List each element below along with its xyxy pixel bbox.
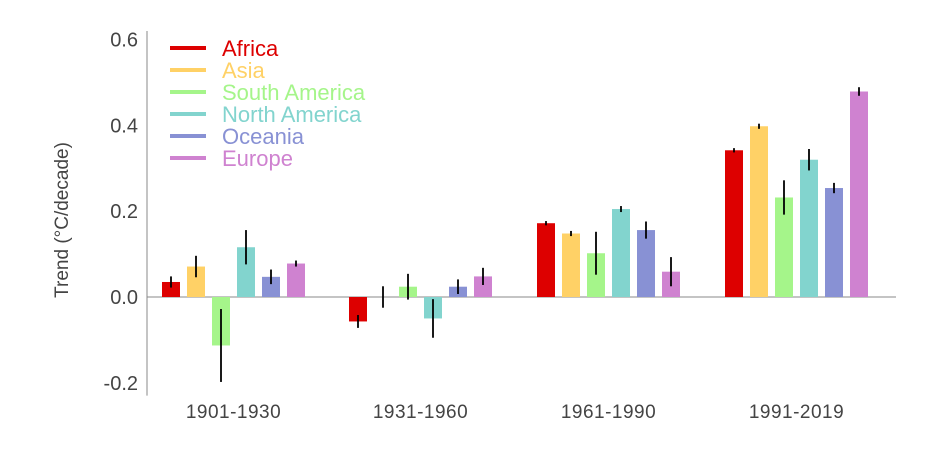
bar — [162, 281, 180, 297]
bar — [750, 126, 768, 298]
legend-label: Oceania — [222, 124, 305, 149]
error-bars — [170, 87, 860, 382]
bar — [562, 233, 580, 297]
bar — [725, 150, 743, 297]
bar — [800, 159, 818, 297]
bar — [187, 266, 205, 297]
legend-label: North America — [222, 102, 362, 127]
y-axis-label: Trend (°C/decade) — [52, 142, 73, 298]
axes: -0.2 0.0 0.2 0.4 0.6 1901-1930 1931-1960 1961-1… — [104, 30, 896, 423]
bar — [775, 197, 793, 297]
y-tick-label: 0.2 — [110, 201, 138, 223]
legend-label: Africa — [222, 36, 279, 61]
bar — [349, 297, 367, 322]
y-tick-label: -0.2 — [104, 373, 138, 395]
bar — [474, 276, 492, 297]
legend-label: South America — [222, 80, 366, 105]
bar — [612, 209, 630, 297]
bar — [587, 253, 605, 297]
bar — [262, 276, 280, 297]
legend-label: Asia — [222, 58, 266, 83]
bar — [637, 230, 655, 297]
bar — [850, 91, 868, 297]
bar — [287, 263, 305, 297]
x-tick-label: 1901-1930 — [186, 402, 281, 423]
y-tick-label: 0.6 — [110, 30, 138, 52]
legend-label: Europe — [222, 146, 293, 171]
bar — [825, 188, 843, 297]
bar — [537, 223, 555, 297]
y-tick-label: 0.0 — [110, 287, 138, 309]
bar — [237, 247, 255, 297]
x-tick-label: 1931-1960 — [373, 402, 468, 423]
y-tick-label: 0.4 — [110, 115, 138, 137]
x-tick-label: 1991-2019 — [749, 402, 844, 423]
x-tick-label: 1961-1990 — [561, 402, 656, 423]
